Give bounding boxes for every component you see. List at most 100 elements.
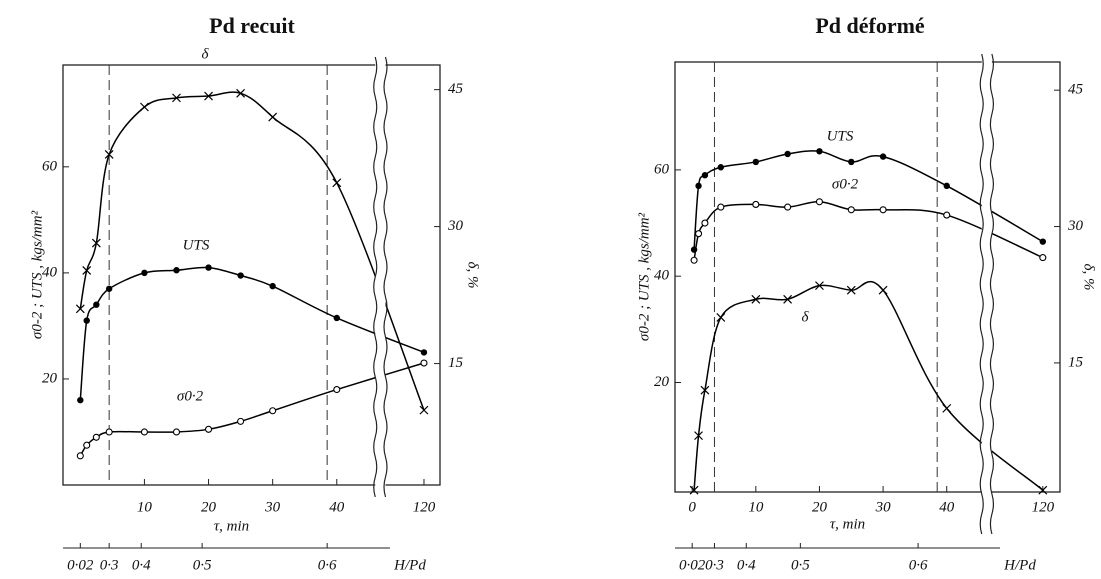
marker-x (700, 385, 710, 395)
y-tick-label: 60 (42, 158, 58, 174)
marker-dot (93, 301, 100, 308)
marker-dot (205, 264, 212, 271)
marker-dot (141, 269, 148, 277)
curve (79, 91, 425, 411)
marker-circle (105, 428, 113, 436)
y-axis-label: σ0-2 ; UTS , kgs/mm² (29, 210, 45, 339)
series-label: σ0·2 (832, 176, 859, 192)
x-tick-label: 0 (688, 499, 696, 515)
series-label: δ (802, 309, 810, 325)
marker-circle (92, 433, 100, 441)
marker-x (236, 88, 246, 98)
marker-circle (269, 407, 277, 415)
marker-x (419, 405, 429, 415)
h-tick-label: 0·4 (132, 557, 151, 573)
curve (79, 362, 425, 457)
marker-dot (333, 314, 340, 322)
y2-tick-label: 30 (447, 218, 464, 234)
axis-break (373, 56, 378, 498)
marker-dot (105, 285, 113, 292)
h-tick-label: 0·02 (679, 557, 706, 573)
x-tick-label: 120 (1032, 499, 1055, 515)
marker-dot (269, 282, 276, 290)
h-tick-label: 0·5 (193, 557, 212, 573)
marker-circle (237, 417, 245, 425)
x-tick-label: 30 (264, 499, 281, 515)
axis-break (979, 53, 984, 535)
y2-tick-label: 15 (1068, 354, 1084, 370)
x-tick-label: 10 (748, 499, 764, 515)
marker-dot (784, 150, 791, 158)
marker-x (815, 281, 824, 291)
marker-x (1038, 485, 1048, 495)
y2-tick-label: 15 (448, 355, 464, 371)
marker-circle (717, 203, 725, 211)
chart-title: Pd recuit (209, 13, 295, 38)
h-axis-label: H/Pd (393, 557, 426, 573)
series-label: σ0·2 (177, 388, 204, 404)
marker-dot (420, 349, 428, 356)
marker-x (878, 285, 888, 295)
marker-x (140, 102, 149, 112)
h-tick-label: 0·4 (737, 557, 756, 573)
marker-circle (690, 256, 698, 264)
y-tick-label: 60 (654, 161, 670, 177)
marker-dot (77, 396, 84, 404)
marker-circle (879, 206, 887, 214)
y-tick-label: 40 (654, 268, 670, 284)
marker-circle (333, 385, 341, 394)
y-axis-label: σ0-2 ; UTS , kgs/mm² (636, 212, 652, 341)
x-tick-label: 120 (413, 499, 436, 515)
h-tick-label: 0·6 (318, 557, 337, 573)
marker-x (268, 112, 278, 122)
marker-dot (695, 182, 702, 190)
x-tick-label: 40 (329, 499, 345, 515)
h-tick-label: 0·6 (909, 557, 928, 573)
marker-circle (752, 200, 760, 208)
marker-dot (83, 317, 90, 324)
curve (79, 266, 425, 401)
x-tick-label: 40 (939, 499, 955, 515)
marker-circle (420, 359, 428, 367)
y2-axis-label: δ, % (465, 262, 481, 289)
curve (693, 280, 1044, 491)
marker-circle (694, 230, 703, 238)
marker-dot (237, 272, 244, 279)
marker-x (689, 485, 699, 495)
y2-tick-label: 30 (1067, 218, 1084, 234)
h-tick-label: 0·5 (791, 557, 810, 573)
marker-circle (204, 425, 213, 433)
marker-circle (1039, 254, 1047, 262)
marker-x (694, 431, 703, 441)
h-tick-label: 0·3 (100, 557, 119, 573)
marker-dot (943, 182, 950, 190)
marker-circle (83, 441, 91, 449)
marker-dot (701, 172, 709, 179)
marker-circle (847, 206, 855, 214)
marker-dot (173, 267, 180, 274)
marker-dot (848, 158, 855, 166)
series-label: UTS (827, 128, 854, 144)
x-axis-label: τ, min (214, 518, 249, 534)
y2-axis-label: δ, % (1081, 264, 1097, 291)
axis-break-gap (375, 57, 386, 493)
y-tick-label: 20 (42, 370, 58, 386)
marker-x (104, 150, 114, 159)
x-tick-label: 10 (137, 499, 153, 515)
x-tick-label: 30 (875, 499, 892, 515)
marker-x (91, 238, 101, 248)
marker-x (846, 285, 856, 295)
marker-circle (140, 428, 148, 436)
h-tick-label: 0·3 (705, 557, 724, 573)
marker-dot (752, 158, 760, 166)
marker-x (942, 403, 952, 413)
y2-tick-label: 45 (448, 81, 464, 97)
marker-circle (172, 428, 181, 436)
y-tick-label: 20 (654, 374, 670, 390)
marker-circle (815, 198, 824, 206)
marker-x (82, 266, 92, 275)
marker-circle (784, 203, 792, 211)
marker-dot (816, 148, 823, 155)
axis-break (383, 56, 388, 498)
